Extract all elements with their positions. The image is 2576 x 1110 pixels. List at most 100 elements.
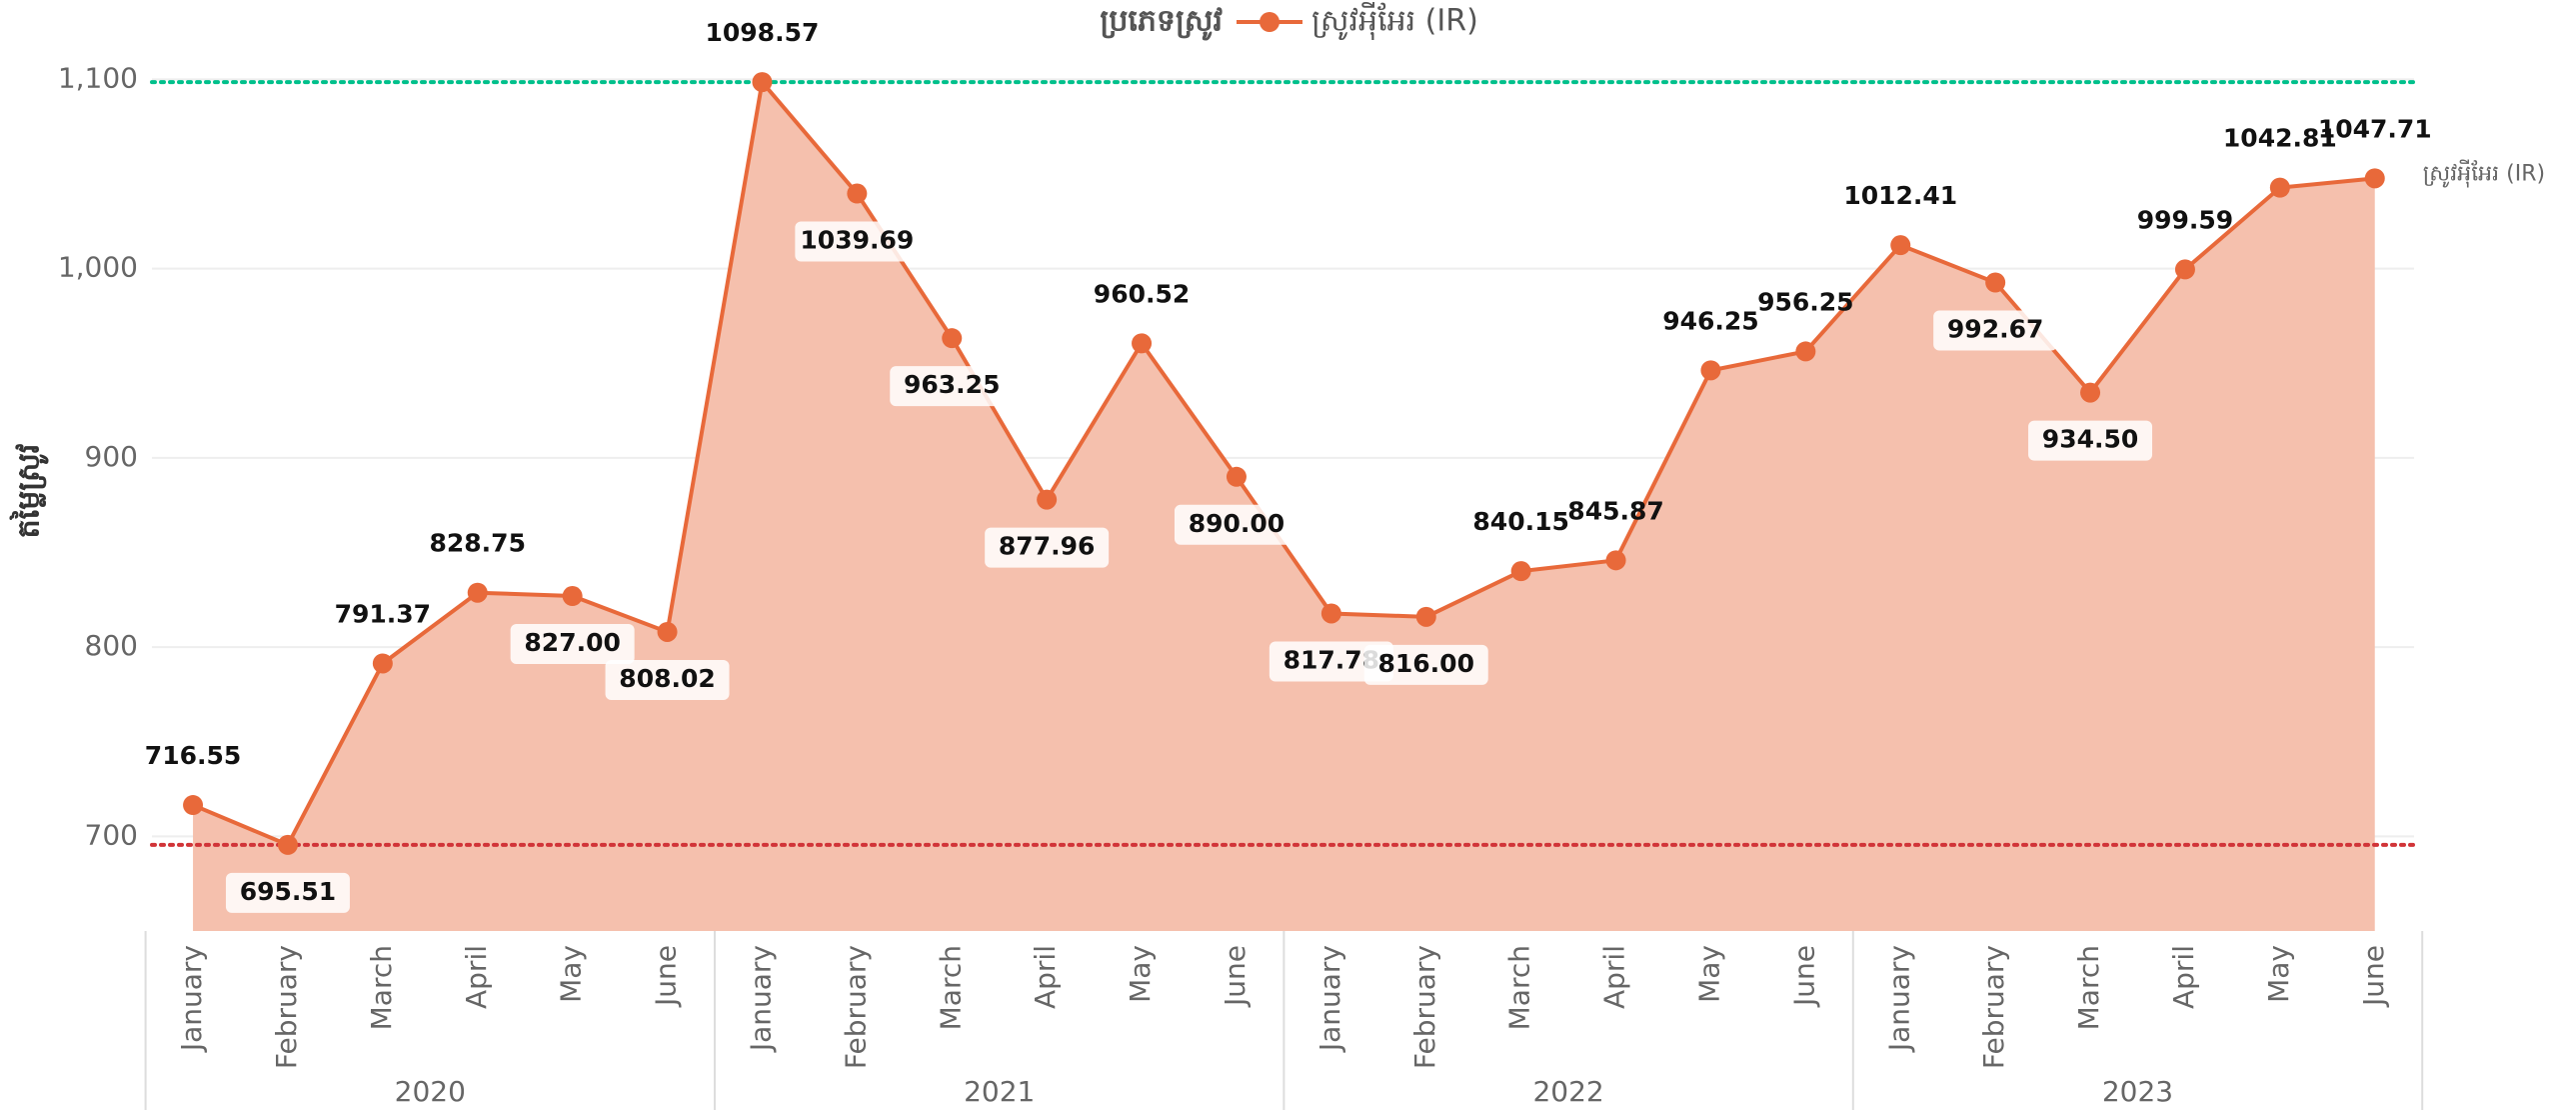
year-label: 2020 [395, 1075, 466, 1108]
year-label: 2022 [1532, 1075, 1603, 1108]
point [2269, 177, 2290, 198]
data-label-box [1174, 504, 1298, 545]
data-label: 1098.57 [706, 18, 820, 47]
legend-entry: ស្រូវអុីអែរ (IR) [1311, 2, 1478, 41]
x-tick-label: March [2072, 945, 2105, 1030]
x-tick-label: January [744, 945, 777, 1053]
data-label: 808.02 [619, 664, 715, 693]
x-tick-label: February [839, 945, 872, 1069]
y-tick-label: 1,100 [58, 61, 138, 94]
data-label-group: 1012.41 [1843, 181, 1957, 210]
x-tick-label: June [650, 945, 683, 1008]
point [562, 586, 583, 607]
data-label-box [795, 221, 920, 262]
y-tick-label: 800 [85, 629, 138, 662]
area [193, 82, 2375, 932]
data-label: 1042.81 [2223, 124, 2337, 153]
data-label-group: 1047.71 [2318, 114, 2432, 143]
year-label: 2021 [964, 1075, 1035, 1108]
x-tick-label: April [2167, 945, 2200, 1009]
x-tick-label: June [2357, 945, 2390, 1008]
data-label-group: 817.78 [1269, 641, 1393, 682]
point [2174, 259, 2195, 280]
point [1985, 272, 2006, 293]
data-label: 695.51 [240, 877, 336, 906]
data-label: 934.50 [2042, 425, 2138, 454]
data-label: 890.00 [1189, 509, 1285, 538]
point [1132, 333, 1153, 354]
x-tick-label: January [1313, 945, 1346, 1053]
x-tick-label: January [175, 945, 208, 1053]
point [1037, 489, 1058, 510]
data-label-group: 695.51 [225, 872, 350, 913]
data-label-group: 791.37 [335, 599, 431, 628]
data-label-group: 1042.81 [2223, 124, 2337, 153]
data-label-group: 999.59 [2137, 205, 2233, 234]
data-label-box [985, 527, 1110, 568]
data-label: 828.75 [430, 529, 526, 558]
data-label-group: 877.96 [985, 527, 1110, 568]
point [467, 582, 488, 603]
x-tick-label: February [1408, 945, 1441, 1069]
data-label-group: 890.00 [1174, 504, 1298, 545]
data-label-box [890, 366, 1015, 407]
point [942, 328, 963, 349]
x-tick-label: March [365, 945, 398, 1030]
data-label: 845.87 [1567, 496, 1663, 525]
point [1510, 561, 1531, 582]
point [1320, 603, 1341, 624]
point [847, 183, 868, 204]
data-label: 877.96 [999, 532, 1095, 561]
data-label-group: 934.50 [2028, 420, 2153, 461]
point [657, 621, 678, 642]
x-tick-label: March [934, 945, 967, 1030]
point [2364, 168, 2385, 189]
point [1605, 550, 1626, 571]
data-label-box [225, 872, 350, 913]
data-label-box [1933, 310, 2058, 351]
legend-title: ប្រភេទស្រូវ [1100, 4, 1223, 42]
x-tick-label: April [1029, 945, 1062, 1009]
data-label: 946.25 [1662, 306, 1758, 335]
data-label: 963.25 [904, 370, 1000, 399]
x-tick-label: February [270, 945, 303, 1069]
y-axis-label: តម្លៃស្រូវ [9, 443, 50, 538]
y-tick-label: 900 [85, 440, 138, 473]
data-label-group: 992.67 [1933, 310, 2058, 351]
data-label: 1012.41 [1843, 181, 1957, 210]
data-label: 816.00 [1378, 649, 1474, 678]
legend-marker [1260, 12, 1280, 32]
data-label: 956.25 [1757, 287, 1853, 316]
point [372, 653, 393, 674]
data-label: 827.00 [524, 628, 620, 657]
data-label-box [1363, 644, 1488, 685]
x-tick-label: February [1977, 945, 2010, 1069]
point [183, 795, 204, 816]
data-label-group: 960.52 [1094, 279, 1190, 308]
data-label: 791.37 [335, 599, 431, 628]
data-label-group: 1098.57 [706, 18, 820, 47]
x-tick-label: May [2262, 945, 2295, 1003]
data-label: 1047.71 [2318, 114, 2432, 143]
point [277, 834, 298, 855]
end-label: ស្រូវអុីអែរ (IR) [2423, 159, 2545, 187]
data-label-box [510, 624, 635, 665]
data-label-group: 845.87 [1567, 496, 1663, 525]
data-label-group: 716.55 [145, 741, 241, 770]
y-tick-label: 1,000 [58, 251, 138, 284]
x-tick-label: June [1787, 945, 1820, 1008]
data-label-group: 828.75 [430, 529, 526, 558]
data-label-box [605, 659, 730, 700]
data-label-group: 956.25 [1757, 287, 1853, 316]
data-label-group: 827.00 [510, 624, 635, 665]
x-tick-label: April [1598, 945, 1631, 1009]
data-label: 960.52 [1094, 279, 1190, 308]
data-label-group: 840.15 [1472, 507, 1568, 536]
data-label: 999.59 [2137, 205, 2233, 234]
data-label: 716.55 [145, 741, 241, 770]
point [1890, 235, 1911, 256]
point [1226, 466, 1247, 487]
data-label-box [2028, 420, 2153, 461]
x-tick-label: May [1692, 945, 1725, 1003]
